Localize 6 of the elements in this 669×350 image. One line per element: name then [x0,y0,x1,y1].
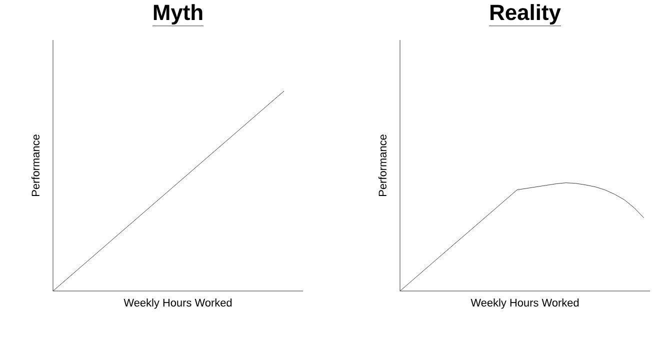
x-axis-title: Weekly Hours Worked [470,298,579,309]
x-axis-title: Weekly Hours Worked [124,298,232,309]
y-axis-title: Performance [378,134,386,196]
y-axis-title: Performance [31,134,40,196]
chart-title: Myth [154,4,202,25]
chart-title: Reality [490,4,561,25]
